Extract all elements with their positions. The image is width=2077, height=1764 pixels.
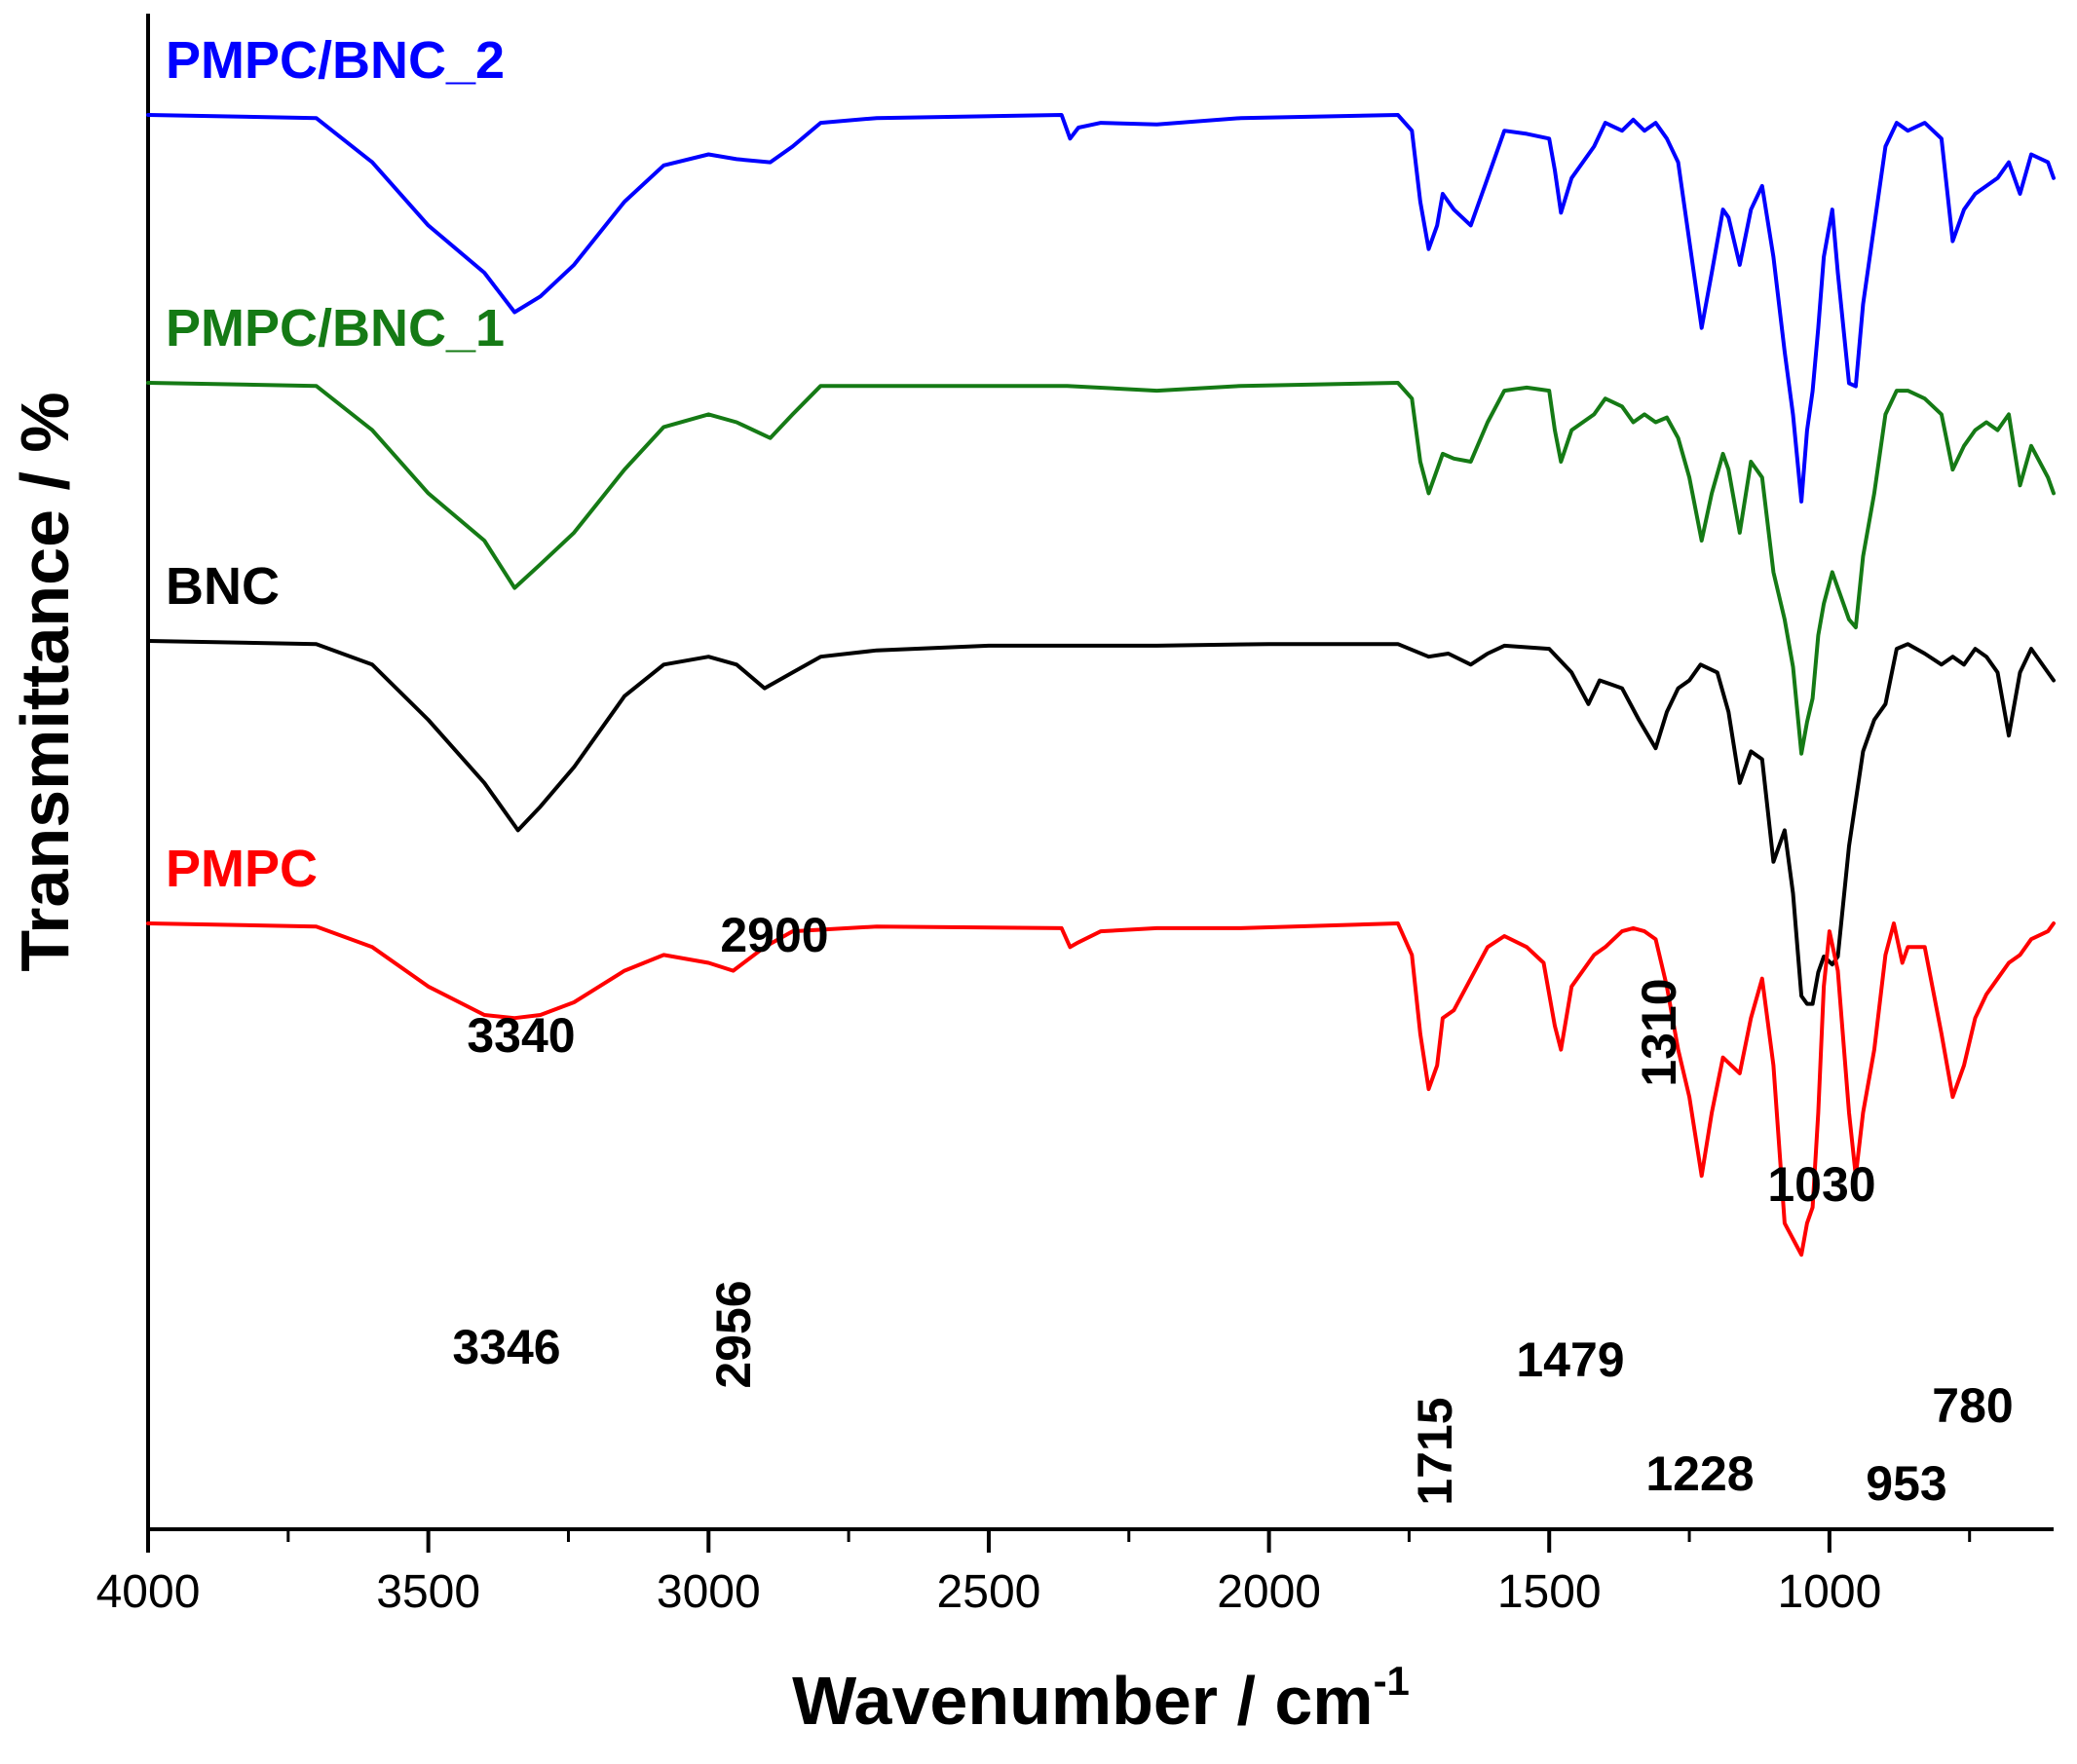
series-label: PMPC bbox=[166, 840, 318, 898]
peak-label-1715: 1715 bbox=[1408, 1397, 1462, 1505]
x-axis-title: Wavenumber / cm-1 bbox=[792, 1658, 1410, 1739]
peak-label-2900: 2900 bbox=[720, 908, 828, 962]
y-axis-title: Transmittance / % bbox=[7, 392, 83, 971]
x-tick-label: 2500 bbox=[937, 1566, 1041, 1618]
x-axis-title-superscript: -1 bbox=[1374, 1658, 1410, 1704]
trace-bnc bbox=[146, 639, 2056, 1006]
traces bbox=[146, 113, 2056, 1257]
trace-pmpc bbox=[146, 921, 2056, 1257]
peak-label-2956: 2956 bbox=[706, 1280, 761, 1388]
peak-label-1030: 1030 bbox=[1767, 1157, 1875, 1212]
trace-pmpc-bnc-2 bbox=[146, 113, 2056, 504]
x-tick-label: 4000 bbox=[96, 1566, 201, 1618]
axes: 4000 3500 3000 2500 2000 1500 1000 bbox=[96, 14, 2054, 1618]
x-tick-label: 2000 bbox=[1217, 1566, 1321, 1618]
peak-label-1228: 1228 bbox=[1645, 1446, 1754, 1501]
peak-label-953: 953 bbox=[1866, 1456, 1946, 1511]
peak-label-3340: 3340 bbox=[467, 1008, 575, 1063]
labels: PMPC/BNC_2 PMPC/BNC_1 BNC PMPC 3340 2900 1310 1… bbox=[166, 31, 2014, 1511]
peak-label-1310: 1310 bbox=[1632, 978, 1686, 1086]
x-tick-label: 1000 bbox=[1777, 1566, 1881, 1618]
peak-label-780: 780 bbox=[1932, 1378, 2013, 1433]
series-label: BNC bbox=[166, 557, 280, 616]
x-tick-label: 3500 bbox=[376, 1566, 480, 1618]
peak-label-1479: 1479 bbox=[1516, 1332, 1624, 1387]
x-axis-title-text: Wavenumber / cm bbox=[792, 1663, 1373, 1739]
x-tick-label: 3000 bbox=[657, 1566, 761, 1618]
peak-label-3346: 3346 bbox=[452, 1320, 560, 1374]
x-tick-label: 1500 bbox=[1497, 1566, 1602, 1618]
series-label: PMPC/BNC_2 bbox=[166, 31, 505, 90]
series-label: PMPC/BNC_1 bbox=[166, 299, 505, 357]
trace-pmpc-bnc-1 bbox=[146, 381, 2056, 756]
